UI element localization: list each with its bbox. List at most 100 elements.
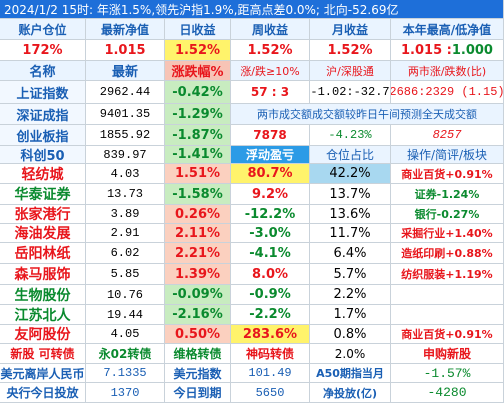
index-change: -1.87%: [165, 125, 231, 146]
price-header: 最新: [86, 61, 165, 81]
bond-3[interactable]: 神码转债: [231, 344, 310, 364]
index-name[interactable]: 科创50: [0, 146, 86, 164]
index-col5: -1.02:-32.7: [310, 81, 391, 104]
pnl-header: 浮动盈亏: [231, 146, 310, 164]
remark-header: 操作/简评/板块: [391, 146, 504, 164]
holding-price: 6.02: [86, 243, 165, 264]
usdcnh-label: 美元离岸人民币: [0, 364, 86, 383]
a50-value: -1.57%: [391, 364, 504, 383]
holding-name[interactable]: 轻纺城: [0, 164, 86, 184]
year-high-low-value: 1.015 : 1.000: [391, 40, 504, 61]
holding-name[interactable]: 岳阳林纸: [0, 243, 86, 264]
holding-name[interactable]: 海油发展: [0, 224, 86, 243]
holding-pnl: 283.6%: [231, 325, 310, 344]
holding-name[interactable]: 生物股份: [0, 285, 86, 305]
usdcnh-value: 7.1335: [86, 364, 165, 383]
holding-pnl: -0.9%: [231, 285, 310, 305]
holding-change: 1.51%: [165, 164, 231, 184]
holding-weight: 1.7%: [310, 305, 391, 325]
position-label: 账户仓位: [0, 19, 86, 40]
holding-change: 1.39%: [165, 264, 231, 285]
monthly-return-value: 1.52%: [310, 40, 391, 61]
holding-price: 5.85: [86, 264, 165, 285]
holding-price: 10.76: [86, 285, 165, 305]
net-injection-value: -4280: [391, 383, 504, 403]
holding-price: 4.05: [86, 325, 165, 344]
weight-header: 仓位占比: [310, 146, 391, 164]
holding-note: 纺织服装+1.19%: [391, 264, 504, 285]
holding-pnl: 8.0%: [231, 264, 310, 285]
holding-change: -1.58%: [165, 184, 231, 205]
new-stock-label: 新股 可转债: [0, 344, 86, 364]
daily-return-label: 日收益: [165, 19, 231, 40]
index-price: 2962.44: [86, 81, 165, 104]
connect-flow-header: 沪/深股通: [310, 61, 391, 81]
dxy-value: 101.49: [231, 364, 310, 383]
holding-name[interactable]: 张家港行: [0, 205, 86, 224]
maturity-value: 5650: [231, 383, 310, 403]
holding-pnl: -4.1%: [231, 243, 310, 264]
holding-price: 13.73: [86, 184, 165, 205]
index-change: -1.29%: [165, 104, 231, 125]
year-high-low-label: 本年最高/低净值: [391, 19, 504, 40]
index-col6: 2686:2329 (1.15): [391, 81, 504, 104]
holding-pnl: -3.0%: [231, 224, 310, 243]
index-col4: 7878: [231, 125, 310, 146]
bond-weight: 2.0%: [310, 344, 391, 364]
holding-price: 4.03: [86, 164, 165, 184]
holding-note: 银行-0.27%: [391, 205, 504, 224]
holding-pnl: 9.2%: [231, 184, 310, 205]
advance-decline-header: 两市涨/跌数(比): [391, 61, 504, 81]
header-bar: 2024/1/2 15时: 年涨1.5%,领先沪指1.9%,距高点差0.0%; …: [0, 0, 504, 19]
holding-note: [391, 305, 504, 325]
holding-change: -0.09%: [165, 285, 231, 305]
holding-note: [391, 285, 504, 305]
subscribe-label: 申购新股: [391, 344, 504, 364]
name-header: 名称: [0, 61, 86, 81]
bond-2[interactable]: 维格转债: [165, 344, 231, 364]
change-header: 涨跌幅%: [165, 61, 231, 81]
index-name[interactable]: 创业板指: [0, 125, 86, 146]
holding-change: -2.16%: [165, 305, 231, 325]
holding-pnl: -12.2%: [231, 205, 310, 224]
index-col6: 8257: [391, 125, 504, 146]
holding-name[interactable]: 友阿股份: [0, 325, 86, 344]
position-value: 172%: [0, 40, 86, 61]
holding-weight: 6.4%: [310, 243, 391, 264]
index-col4: 57 : 3: [231, 81, 310, 104]
limit-up-down-header: 涨/跌≥10%: [231, 61, 310, 81]
holding-name[interactable]: 森马服饰: [0, 264, 86, 285]
holding-price: 2.91: [86, 224, 165, 243]
holding-pnl: -2.2%: [231, 305, 310, 325]
holding-note: 商业百货+0.91%: [391, 164, 504, 184]
holding-pnl: 80.7%: [231, 164, 310, 184]
holding-note: 造纸印刷+0.88%: [391, 243, 504, 264]
holding-price: 3.89: [86, 205, 165, 224]
nav-label: 最新净值: [86, 19, 165, 40]
bond-1[interactable]: 永02转债: [86, 344, 165, 364]
holding-weight: 13.7%: [310, 184, 391, 205]
index-name[interactable]: 深证成指: [0, 104, 86, 125]
holding-weight: 5.7%: [310, 264, 391, 285]
holding-weight: 0.8%: [310, 325, 391, 344]
index-name[interactable]: 上证指数: [0, 81, 86, 104]
dxy-label: 美元指数: [165, 364, 231, 383]
holding-note: 采掘行业+1.40%: [391, 224, 504, 243]
holding-note: 证券-1.24%: [391, 184, 504, 205]
index-price: 839.97: [86, 146, 165, 164]
holding-name[interactable]: 江苏北人: [0, 305, 86, 325]
weekly-return-value: 1.52%: [231, 40, 310, 61]
daily-return-value: 1.52%: [165, 40, 231, 61]
weekly-return-label: 周收益: [231, 19, 310, 40]
turnover-note: 两市成交额成交额较昨日午间预测全天成交额: [231, 104, 504, 125]
pboc-injection-label: 央行今日投放: [0, 383, 86, 403]
index-change: -1.41%: [165, 146, 231, 164]
pboc-injection-value: 1370: [86, 383, 165, 403]
holding-name[interactable]: 华泰证券: [0, 184, 86, 205]
index-price: 9401.35: [86, 104, 165, 125]
index-price: 1855.92: [86, 125, 165, 146]
holding-weight: 11.7%: [310, 224, 391, 243]
holding-weight: 42.2%: [310, 164, 391, 184]
index-col5: -4.23%: [310, 125, 391, 146]
